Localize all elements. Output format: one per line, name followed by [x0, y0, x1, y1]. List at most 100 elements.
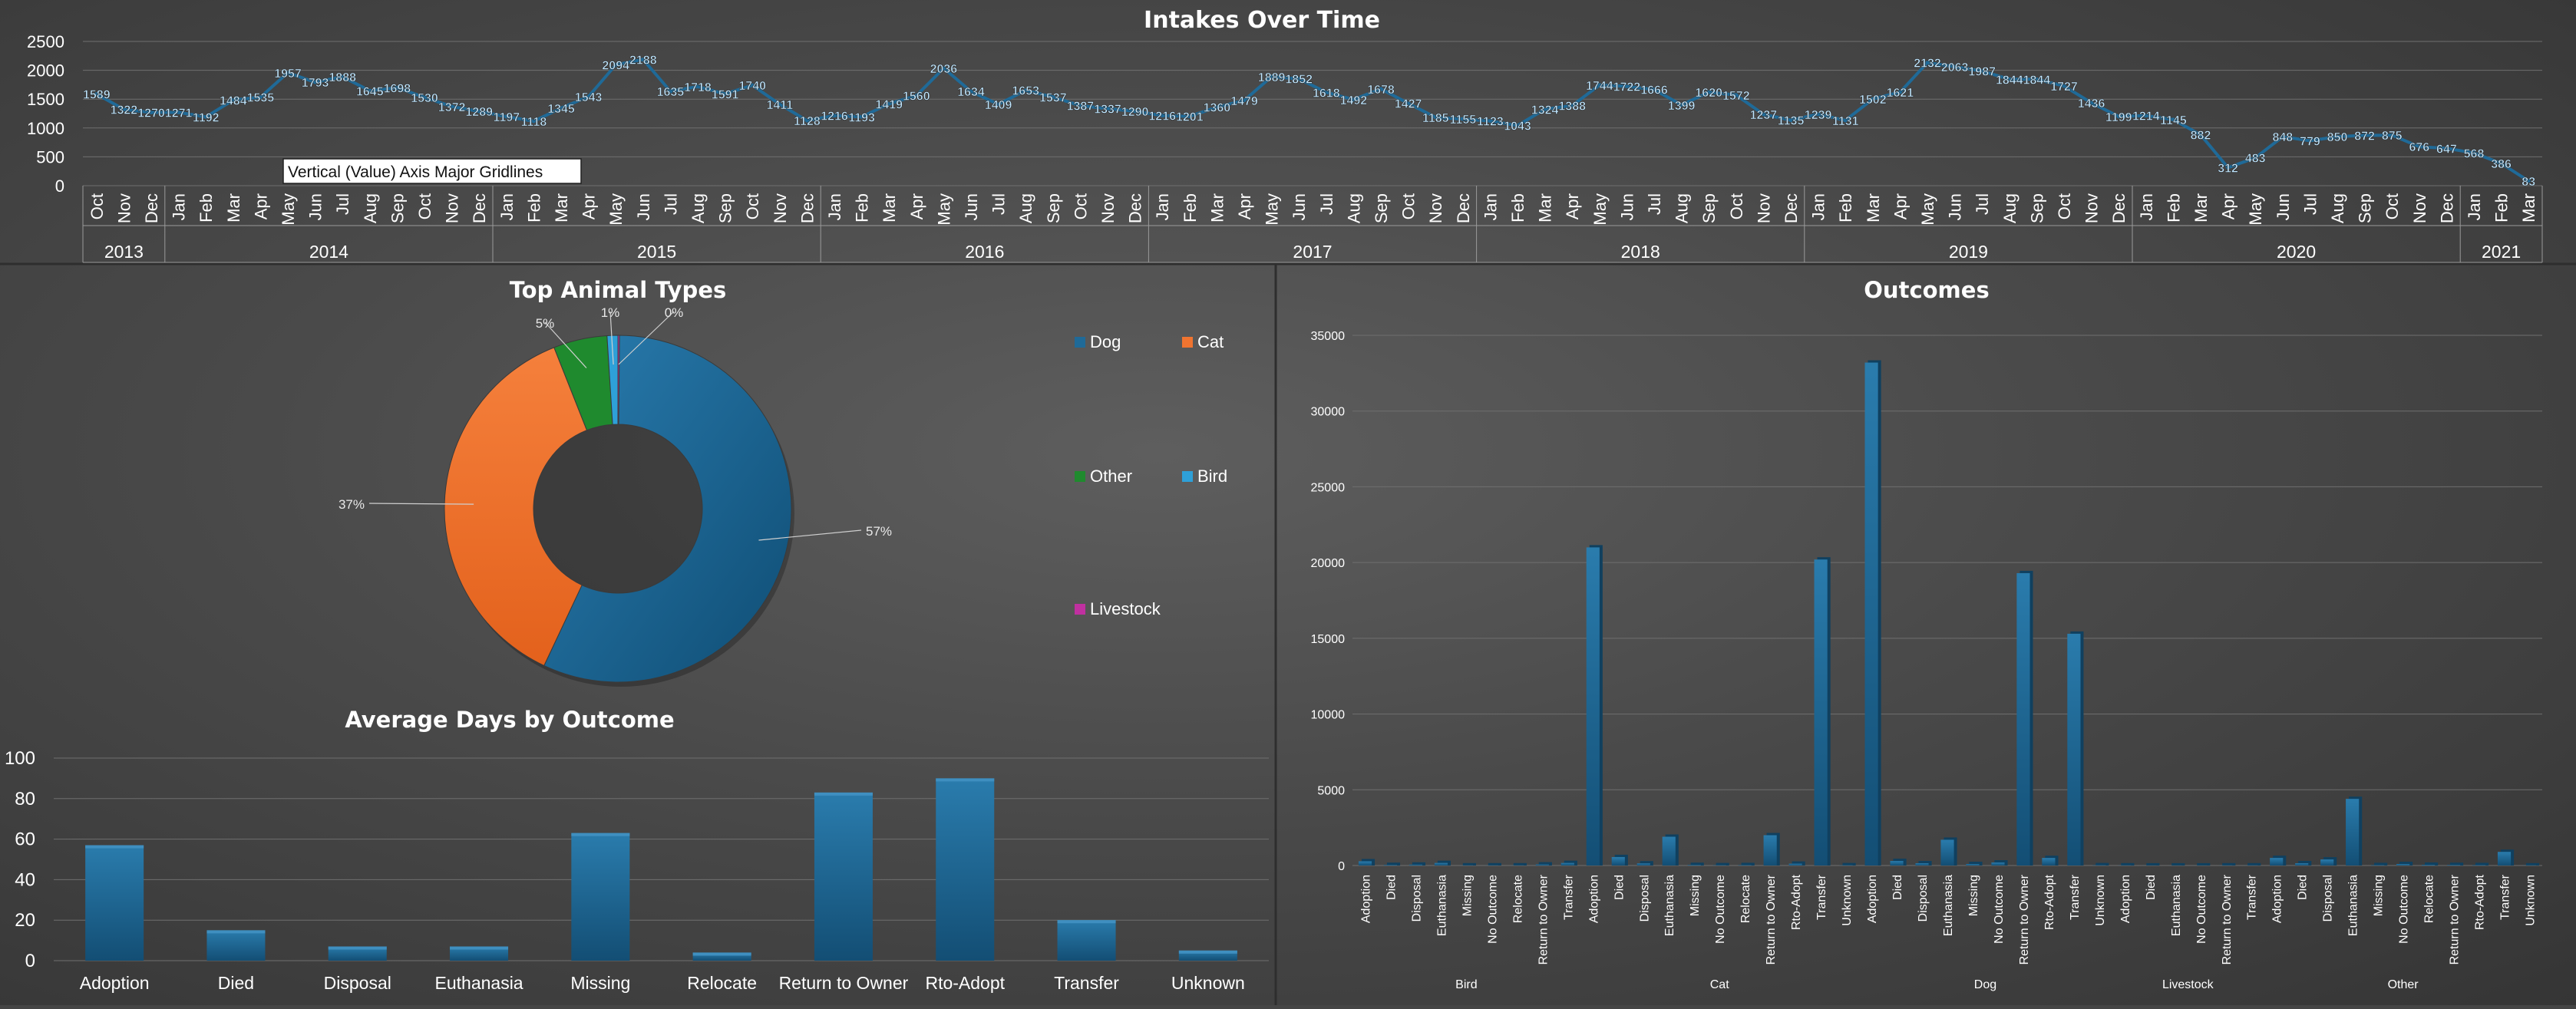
x-tick-label: Unknown: [2525, 875, 2538, 926]
legend-label: Other: [1090, 467, 1132, 486]
data-label: 1193: [848, 111, 875, 124]
outcomes-bar-chart: 05000100001500020000250003000035000Adopt…: [1311, 330, 2543, 991]
data-label: 2094: [602, 60, 629, 73]
bar-depth: [1514, 863, 1527, 866]
data-label: 1436: [2078, 97, 2105, 110]
x-tick-label: Euthanasia: [1435, 875, 1448, 936]
x-tick-label: Dec: [142, 193, 161, 223]
data-label: 2132: [1914, 58, 1941, 71]
x-tick-label: Feb: [853, 193, 872, 223]
data-label: 1530: [411, 92, 438, 105]
x-tick-label: Jul: [1973, 193, 1992, 215]
group-label: Other: [2388, 978, 2419, 991]
data-label: 1621: [1887, 87, 1914, 100]
data-label: 1653: [1012, 85, 1039, 98]
x-tick-label: May: [1263, 193, 1282, 226]
data-label: 483: [2245, 153, 2266, 166]
x-tick-label: Sep: [716, 193, 735, 223]
x-tick-label: Mar: [1207, 193, 1227, 223]
y-tick-label: 35000: [1311, 330, 1346, 343]
bar: [2067, 634, 2080, 866]
bar: [936, 778, 994, 961]
x-tick-label: Sep: [1372, 193, 1391, 223]
bar-top: [814, 793, 873, 796]
data-label: 1889: [1258, 71, 1286, 84]
legend-swatch: [1182, 337, 1193, 348]
bar: [1915, 863, 1928, 866]
data-label: 1145: [2160, 114, 2187, 127]
x-tick-label: Nov: [1426, 193, 1445, 223]
data-label: 1216: [821, 110, 848, 124]
data-label: 1740: [738, 80, 766, 93]
bar: [2320, 859, 2333, 866]
legend-label: Bird: [1197, 467, 1227, 486]
data-label: 1155: [1449, 114, 1476, 127]
data-label: 2063: [1941, 61, 1969, 74]
x-tick-label: Transfer: [1562, 874, 1575, 920]
data-label: 1409: [985, 99, 1012, 112]
data-label: 1572: [1722, 90, 1750, 103]
data-label: 1360: [1204, 102, 1231, 115]
x-tick-label: Jan: [170, 193, 189, 220]
bar: [1359, 861, 1372, 866]
x-tick-label: Jul: [1645, 193, 1664, 215]
x-tick-label: Oct: [1399, 193, 1418, 219]
x-tick-label: Missing: [2373, 875, 2386, 916]
y-tick-label: 15000: [1311, 633, 1346, 646]
data-label: 1322: [111, 104, 138, 117]
data-label: 1635: [657, 86, 685, 99]
data-label: 676: [2409, 141, 2429, 154]
y-tick-label: 25000: [1311, 481, 1346, 494]
y-tick-label: 5000: [1317, 784, 1345, 797]
bar-top: [1179, 951, 1237, 954]
x-tick-label: Euthanasia: [1942, 875, 1955, 936]
y-tick-label: 100: [5, 748, 35, 769]
data-label: 1987: [1968, 66, 1996, 79]
x-tick-label: Nov: [1098, 193, 1118, 223]
x-tick-label: Mar: [2519, 193, 2538, 223]
x-tick-label: Mar: [552, 193, 571, 223]
y-tick-label: 0: [1338, 860, 1345, 873]
x-tick-label: Died: [2145, 875, 2158, 900]
x-tick-label: Feb: [2164, 193, 2183, 223]
data-label: 1324: [1531, 104, 1559, 117]
x-tick-label: Mar: [1536, 193, 1555, 223]
x-tick-label: Return to Owner: [2449, 874, 2462, 964]
bar-depth: [1488, 863, 1501, 866]
bar: [1940, 839, 1953, 866]
bar: [2396, 864, 2409, 866]
x-tick-label: Apr: [580, 193, 599, 219]
slice-label: 5%: [536, 316, 555, 331]
x-tick-label: Apr: [1891, 193, 1910, 219]
bar-depth: [2146, 863, 2159, 866]
year-label: 2014: [309, 242, 348, 262]
data-label: 1844: [1996, 74, 2023, 87]
bar: [571, 833, 629, 961]
x-tick-label: Dec: [470, 193, 489, 223]
x-tick-label: Missing: [1461, 875, 1474, 916]
year-label: 2017: [1293, 242, 1332, 262]
x-tick-label: Feb: [1508, 193, 1527, 223]
bar: [1561, 863, 1574, 866]
y-tick-label: 10000: [1311, 709, 1346, 722]
x-tick-label: Aug: [2328, 193, 2347, 223]
bar-depth: [2095, 863, 2109, 866]
bar: [1409, 865, 1422, 866]
bar-depth: [1463, 863, 1476, 866]
bar-top: [450, 947, 508, 950]
x-tick-label: Euthanasia: [2347, 875, 2360, 936]
bar: [2295, 863, 2308, 866]
x-tick-label: Jun: [1946, 193, 1965, 220]
data-label: 1216: [1148, 110, 1176, 124]
data-label: 1492: [1340, 94, 1368, 107]
x-tick-label: Apr: [1235, 193, 1254, 219]
x-tick-label: Sep: [1699, 193, 1719, 223]
x-tick-label: No Outcome: [1993, 875, 2006, 944]
y-tick-label: 2000: [27, 61, 64, 81]
data-label: 1388: [1558, 101, 1586, 114]
x-tick-label: Oct: [743, 193, 762, 219]
x-tick-label: Nov: [443, 193, 462, 223]
x-tick-label: Apr: [907, 193, 926, 219]
